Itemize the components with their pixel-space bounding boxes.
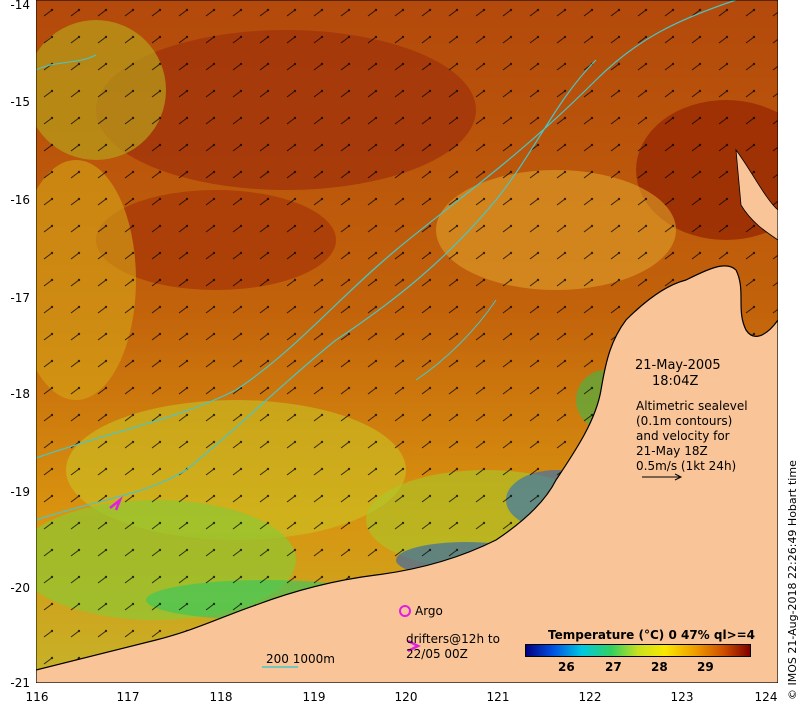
lat-label: -18	[10, 387, 30, 401]
lon-label: 123	[670, 690, 694, 704]
lon-label: 119	[302, 690, 326, 704]
land-north-east	[735, 148, 778, 241]
map-date: 21-May-2005	[635, 358, 721, 373]
colorbar-title: Temperature (°C) 0 47% ql>=4	[548, 628, 756, 642]
lon-label: 124	[754, 690, 778, 704]
lat-label: -21	[10, 676, 30, 690]
temperature-colorbar	[525, 644, 751, 657]
map-time: 18:04Z	[652, 374, 699, 389]
land-australia	[36, 265, 778, 683]
drifter-track	[109, 496, 123, 511]
lon-label: 120	[394, 690, 418, 704]
lat-label: -17	[10, 291, 30, 305]
lon-label: 121	[486, 690, 510, 704]
lat-label: -15	[10, 95, 30, 109]
lat-label: -19	[10, 485, 30, 499]
argo-label: Argo	[415, 604, 443, 618]
isobath-label: 200 1000m	[266, 652, 335, 666]
drifter-legend-icon	[407, 639, 421, 653]
imos-credit: © IMOS 21-Aug-2018 22:26:49 Hobart time	[786, 460, 799, 700]
colorbar-tick: 29	[697, 660, 714, 674]
lon-label: 118	[209, 690, 233, 704]
argo-marker	[399, 605, 411, 617]
lat-label: -16	[10, 193, 30, 207]
isobath-1000m	[36, 59, 597, 521]
colorbar-tick: 26	[558, 660, 575, 674]
drifters-label: drifters@12h to 22/05 00Z	[406, 632, 500, 661]
altimetry-note: Altimetric sealevel (0.1m contours) and …	[636, 399, 748, 473]
lat-label: -20	[10, 581, 30, 595]
lon-label: 122	[578, 690, 602, 704]
colorbar-tick: 28	[651, 660, 668, 674]
lat-label: -14	[10, 0, 30, 12]
lon-label: 117	[116, 690, 140, 704]
sst-map	[36, 0, 778, 683]
sealevel-contour	[36, 54, 497, 381]
colorbar-tick: 27	[605, 660, 622, 674]
lon-label: 116	[25, 690, 49, 704]
isobath-200m	[36, 0, 737, 459]
